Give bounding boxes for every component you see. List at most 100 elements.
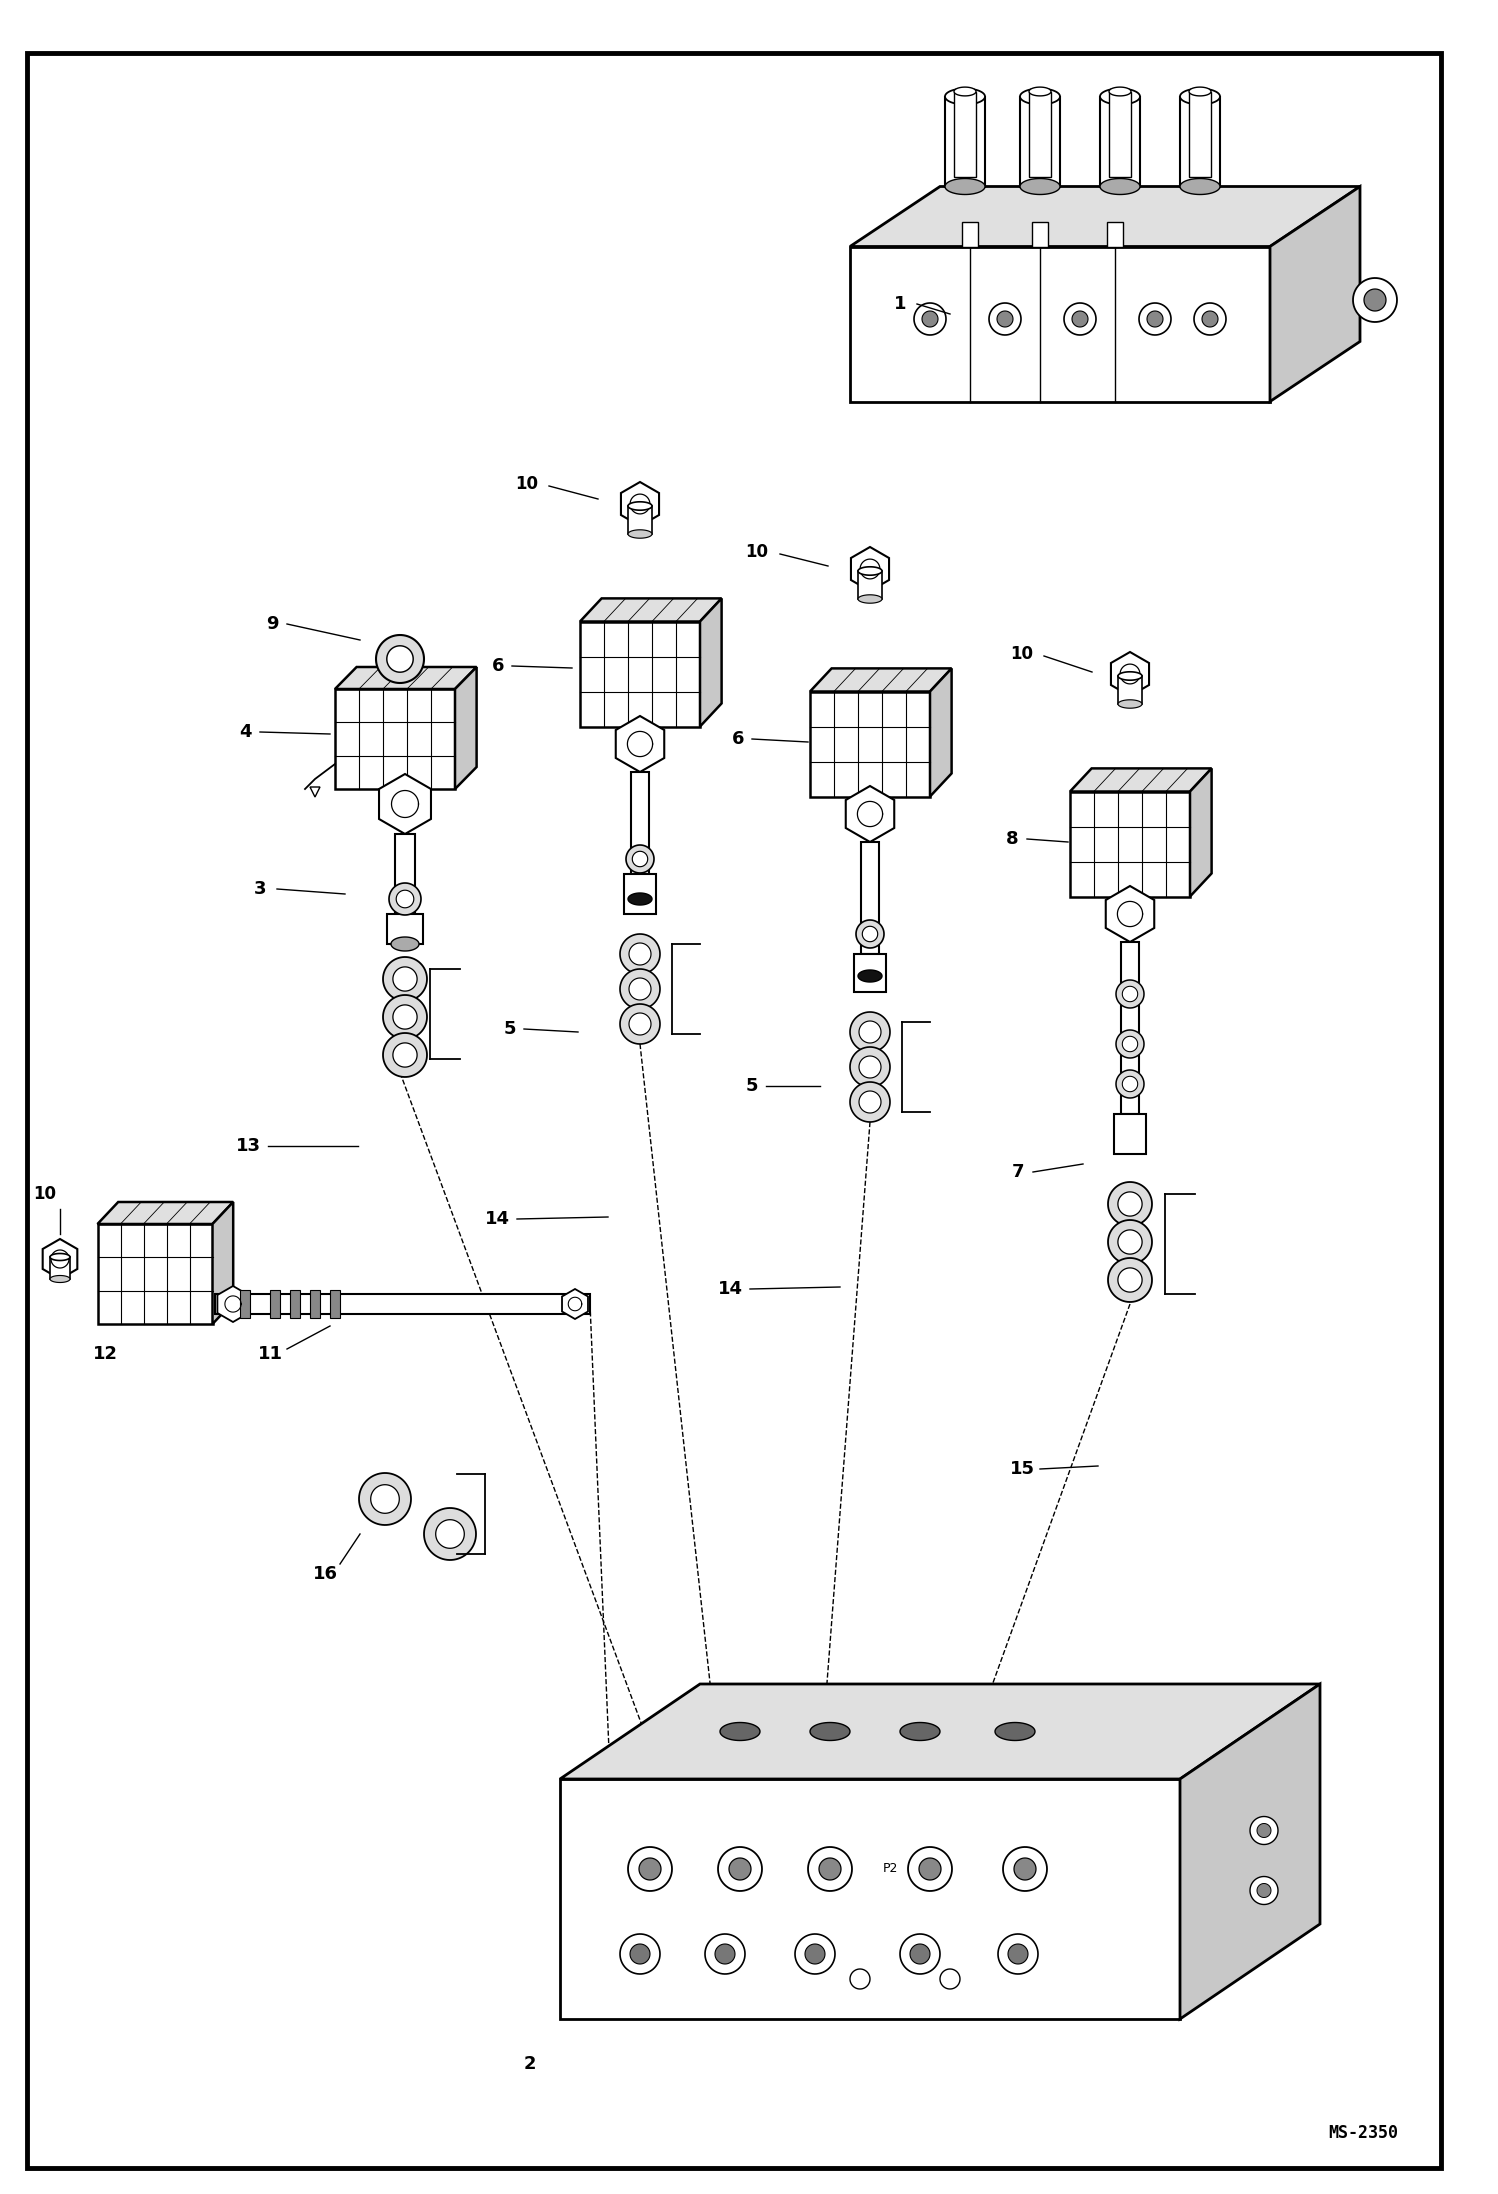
Polygon shape <box>270 1290 280 1319</box>
Polygon shape <box>455 667 476 790</box>
Polygon shape <box>1180 97 1219 186</box>
Polygon shape <box>49 1253 70 1262</box>
Text: 13: 13 <box>235 1136 261 1154</box>
Polygon shape <box>560 1779 1180 2018</box>
Text: 12: 12 <box>93 1345 117 1362</box>
Polygon shape <box>216 1294 590 1314</box>
Polygon shape <box>962 222 978 246</box>
Polygon shape <box>921 312 938 327</box>
Polygon shape <box>386 645 413 671</box>
Polygon shape <box>562 1290 589 1319</box>
Polygon shape <box>909 1944 930 1964</box>
Polygon shape <box>945 178 986 195</box>
Text: P2: P2 <box>882 1863 897 1876</box>
Polygon shape <box>706 1933 745 1975</box>
Polygon shape <box>1249 1876 1278 1904</box>
Polygon shape <box>383 996 427 1040</box>
Polygon shape <box>628 893 652 904</box>
Text: 4: 4 <box>238 724 252 742</box>
Polygon shape <box>386 915 422 943</box>
Polygon shape <box>628 1847 673 1891</box>
Polygon shape <box>945 88 986 105</box>
Polygon shape <box>846 785 894 842</box>
Polygon shape <box>1118 671 1141 680</box>
Text: 10: 10 <box>1011 645 1034 663</box>
Text: 14: 14 <box>718 1279 743 1299</box>
Polygon shape <box>1121 941 1138 1115</box>
Polygon shape <box>1180 178 1219 195</box>
Polygon shape <box>1070 768 1212 792</box>
Polygon shape <box>849 1047 890 1086</box>
Polygon shape <box>424 1507 476 1560</box>
Text: 7: 7 <box>1011 1163 1025 1180</box>
Polygon shape <box>97 1224 213 1323</box>
Text: 6: 6 <box>491 656 505 676</box>
Polygon shape <box>1109 1257 1152 1301</box>
Polygon shape <box>383 1033 427 1077</box>
Polygon shape <box>858 566 882 575</box>
Polygon shape <box>631 772 649 873</box>
Polygon shape <box>945 97 986 186</box>
Text: MS-2350: MS-2350 <box>1329 2124 1398 2141</box>
Polygon shape <box>620 1005 661 1044</box>
Polygon shape <box>1029 88 1052 97</box>
Polygon shape <box>616 715 664 772</box>
Polygon shape <box>1109 92 1131 176</box>
Polygon shape <box>1008 1944 1028 1964</box>
Polygon shape <box>49 1257 70 1279</box>
Polygon shape <box>998 1933 1038 1975</box>
Polygon shape <box>622 483 659 527</box>
Polygon shape <box>1116 1071 1144 1097</box>
Polygon shape <box>908 1847 953 1891</box>
Polygon shape <box>1109 88 1131 97</box>
Polygon shape <box>1122 987 1137 1003</box>
Polygon shape <box>989 303 1022 336</box>
Polygon shape <box>628 529 652 538</box>
Polygon shape <box>1100 97 1140 186</box>
Polygon shape <box>1020 97 1061 186</box>
Polygon shape <box>1249 1817 1278 1845</box>
Polygon shape <box>851 546 888 590</box>
Polygon shape <box>620 935 661 974</box>
Polygon shape <box>1100 178 1140 195</box>
Polygon shape <box>849 1968 870 1990</box>
Polygon shape <box>1180 1685 1320 2018</box>
Polygon shape <box>1116 1029 1144 1058</box>
Text: 5: 5 <box>503 1020 517 1038</box>
Polygon shape <box>1138 303 1171 336</box>
Polygon shape <box>629 979 652 1000</box>
Polygon shape <box>918 1858 941 1880</box>
Polygon shape <box>810 669 951 691</box>
Polygon shape <box>941 1968 960 1990</box>
Polygon shape <box>900 1722 941 1740</box>
Polygon shape <box>1004 1847 1047 1891</box>
Polygon shape <box>240 1290 250 1319</box>
Polygon shape <box>858 1090 881 1112</box>
Polygon shape <box>810 691 930 796</box>
Polygon shape <box>1070 792 1189 897</box>
Polygon shape <box>1189 768 1212 897</box>
Polygon shape <box>628 507 652 533</box>
Polygon shape <box>213 1202 234 1323</box>
Polygon shape <box>1064 303 1097 336</box>
Polygon shape <box>360 1472 410 1525</box>
Polygon shape <box>1020 178 1061 195</box>
Polygon shape <box>1353 279 1398 323</box>
Polygon shape <box>855 919 884 948</box>
Polygon shape <box>217 1286 249 1323</box>
Polygon shape <box>1073 312 1088 327</box>
Polygon shape <box>1032 222 1049 246</box>
Polygon shape <box>580 621 700 726</box>
Polygon shape <box>1112 652 1149 695</box>
Polygon shape <box>1189 92 1210 176</box>
Polygon shape <box>1147 312 1162 327</box>
Polygon shape <box>392 1005 416 1029</box>
Text: 3: 3 <box>253 880 267 897</box>
Polygon shape <box>580 599 722 621</box>
Polygon shape <box>861 842 879 954</box>
Text: 2: 2 <box>524 2056 536 2073</box>
Polygon shape <box>1100 88 1140 105</box>
Polygon shape <box>1201 312 1218 327</box>
Polygon shape <box>819 1858 840 1880</box>
Text: 15: 15 <box>1010 1459 1035 1479</box>
